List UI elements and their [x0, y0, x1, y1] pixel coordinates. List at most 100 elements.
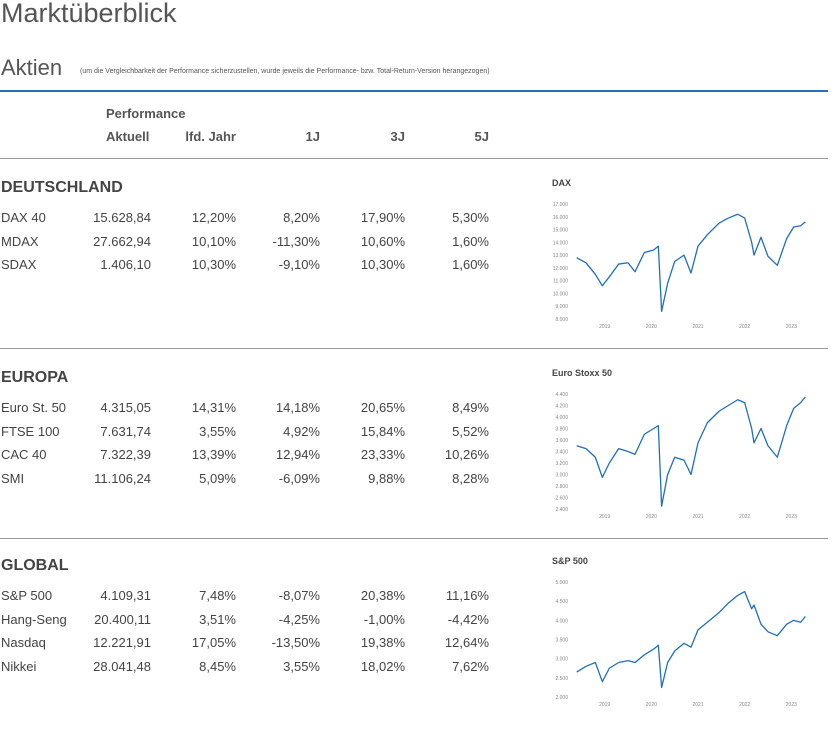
cell-value: 10,10%: [191, 233, 236, 249]
cell-value: 8,49%: [452, 400, 489, 415]
x-tick-label: 2021: [692, 324, 703, 330]
section-heading: EUROPA: [1, 369, 69, 386]
cell-value: 11.106,24: [94, 470, 151, 486]
x-tick-label: 2019: [599, 514, 610, 520]
y-tick-label: 13.000: [553, 253, 569, 259]
group-label: Performance: [106, 106, 186, 121]
cell-value: 8,20%: [283, 210, 320, 225]
row-label: CAC 40: [1, 447, 47, 462]
cell-value: 20.400,11: [94, 611, 151, 627]
y-tick-label: 16.000: [553, 215, 569, 221]
cell-value: -6,09%: [278, 470, 320, 486]
y-tick-label: 10.000: [553, 291, 569, 297]
chart-title: S&P 500: [552, 556, 588, 566]
y-tick-label: 3.400: [555, 450, 568, 456]
cell-value: -4,42%: [447, 611, 489, 627]
chart-title: Euro Stoxx 50: [552, 368, 612, 378]
row-label: S&P 500: [1, 588, 53, 603]
y-tick-label: 3.600: [555, 438, 568, 444]
divider: [0, 348, 828, 349]
y-tick-label: 3.800: [555, 427, 568, 433]
x-tick-label: 2023: [786, 702, 797, 708]
cell-value: 5,30%: [452, 210, 489, 225]
cell-value: 7,62%: [452, 658, 489, 674]
y-tick-label: 3.200: [555, 461, 568, 467]
cell-value: 23,33%: [360, 447, 405, 462]
cell-value: 20,65%: [360, 400, 405, 415]
cell-value: 20,38%: [360, 588, 405, 603]
row-label: MDAX: [1, 233, 39, 249]
cell-value: -13,50%: [271, 635, 320, 650]
cell-value: 3,55%: [199, 423, 236, 439]
y-tick-label: 2.400: [555, 507, 568, 513]
cell-value: -8,07%: [278, 588, 320, 603]
cell-value: 1,60%: [452, 233, 489, 249]
chart: S&P 500 2.000 2.500 3.000 3.500 4.000 4.500 5.0…: [552, 556, 806, 708]
section-heading: DEUTSCHLAND: [1, 179, 123, 196]
x-tick-label: 2020: [646, 324, 657, 330]
y-tick-label: 4.400: [555, 392, 568, 398]
y-tick-label: 4.500: [555, 599, 568, 605]
y-tick-label: 2.000: [555, 695, 568, 701]
cell-value: -4,25%: [278, 611, 320, 627]
cell-value: 14,31%: [191, 400, 236, 415]
cell-value: 10,60%: [360, 233, 405, 249]
cell-value: 7,48%: [199, 588, 236, 603]
cell-value: 12,20%: [191, 210, 236, 225]
x-tick-label: 2022: [739, 702, 750, 708]
x-tick-label: 2020: [646, 702, 657, 708]
cell-value: 17,90%: [360, 210, 405, 225]
cell-value: -11,30%: [272, 233, 320, 249]
x-tick-label: 2020: [646, 514, 657, 520]
cell-value: 10,30%: [360, 257, 405, 272]
cell-value: 15.628,84: [93, 210, 151, 225]
cell-value: -1,00%: [363, 611, 405, 627]
y-tick-label: 12.000: [553, 266, 569, 272]
y-tick-label: 4.000: [555, 618, 568, 624]
y-tick-label: 2.600: [555, 496, 568, 502]
row-label: FTSE 100: [1, 423, 60, 439]
x-tick-label: 2019: [599, 324, 610, 330]
column-header: 5J: [474, 129, 489, 144]
cell-value: 4.109,31: [100, 588, 151, 603]
cell-value: 10,26%: [444, 447, 489, 462]
y-tick-label: 15.000: [553, 228, 569, 234]
row-label: DAX 40: [1, 210, 46, 225]
cell-value: 5,09%: [199, 470, 236, 486]
cell-value: 17,05%: [191, 635, 236, 650]
x-tick-label: 2021: [692, 702, 703, 708]
price-line: [576, 590, 806, 689]
cell-value: 3,51%: [199, 611, 236, 627]
note: (um die Vergleichbarkeit der Performance…: [80, 68, 490, 75]
divider: [0, 90, 828, 92]
y-tick-label: 17.000: [553, 202, 569, 208]
cell-value: 8,28%: [452, 470, 489, 486]
price-line: [576, 396, 806, 507]
y-tick-label: 2.800: [555, 484, 568, 490]
cell-value: 1.406,10: [100, 257, 151, 272]
price-line: [576, 213, 806, 312]
cell-value: 8,45%: [199, 658, 236, 674]
cell-value: 27.662,94: [93, 233, 151, 249]
column-header: 1J: [305, 129, 320, 144]
cell-value: 10,30%: [191, 257, 236, 272]
row-label: Euro St. 50: [1, 400, 67, 415]
row-label: Hang-Seng: [1, 611, 67, 627]
x-tick-label: 2019: [599, 702, 610, 708]
cell-value: 9,88%: [368, 470, 405, 486]
divider: [0, 158, 828, 159]
y-tick-label: 14.000: [553, 240, 569, 246]
cell-value: 28.041,48: [93, 658, 151, 674]
y-tick-label: 5.000: [555, 580, 568, 586]
chart-title: DAX: [552, 178, 571, 188]
row-label: Nikkei: [1, 658, 37, 674]
y-tick-label: 4.200: [555, 404, 568, 410]
x-tick-label: 2022: [739, 324, 750, 330]
cell-value: 3,55%: [283, 658, 320, 674]
x-tick-label: 2021: [692, 514, 703, 520]
y-tick-label: 3.500: [555, 638, 568, 644]
cell-value: 13,39%: [191, 447, 236, 462]
column-header: 3J: [390, 129, 405, 144]
cell-value: 12.221,91: [93, 635, 151, 650]
